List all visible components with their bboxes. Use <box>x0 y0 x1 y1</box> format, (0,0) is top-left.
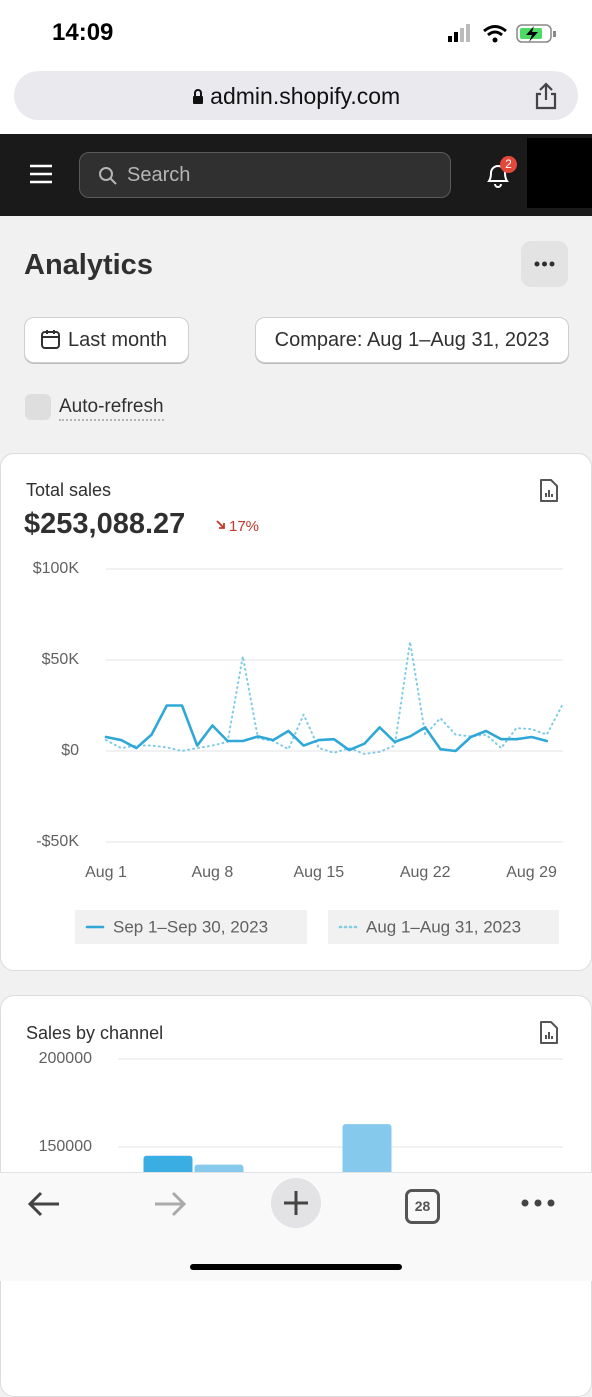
y-tick-label: -$50K <box>36 833 79 850</box>
back-button[interactable] <box>26 1189 62 1219</box>
status-icons <box>448 24 556 43</box>
series-line <box>105 640 563 755</box>
address-bar[interactable]: admin.shopify.com <box>14 71 578 120</box>
y-tick-label: $50K <box>42 651 80 668</box>
lock-icon <box>192 89 203 104</box>
report-icon[interactable] <box>538 479 560 503</box>
card-title: Sales by channel <box>26 1023 164 1043</box>
status-bar: 14:09 <box>0 0 592 64</box>
x-tick-label: Aug 29 <box>506 864 557 881</box>
card-title: Total sales <box>26 480 112 500</box>
legend-box <box>75 910 307 944</box>
bell-icon[interactable] <box>485 162 511 190</box>
auto-refresh-checkbox[interactable] <box>25 394 51 420</box>
y-tick-label: $0 <box>61 742 79 759</box>
tab-count[interactable]: 28 <box>405 1189 440 1224</box>
menu-icon[interactable] <box>30 164 52 184</box>
browser-toolbar: 28 <box>0 1172 592 1281</box>
auto-refresh-label[interactable]: Auto-refresh <box>59 396 164 421</box>
x-tick-label: Aug 22 <box>400 864 451 881</box>
x-tick-label: Aug 8 <box>191 864 233 881</box>
y-tick-label: 150000 <box>39 1138 92 1155</box>
home-indicator <box>190 1264 402 1270</box>
legend-label: Aug 1–Aug 31, 2023 <box>366 917 521 936</box>
more-actions-button[interactable] <box>521 241 568 287</box>
series-line <box>104 704 549 753</box>
legend-label: Sep 1–Sep 30, 2023 <box>113 917 268 936</box>
search-box[interactable]: Search <box>79 152 451 198</box>
x-tick-label: Aug 15 <box>293 864 344 881</box>
y-tick-label: $100K <box>33 560 80 577</box>
search-placeholder: Search <box>127 164 191 186</box>
menu-button[interactable] <box>520 1197 556 1209</box>
clock: 14:09 <box>52 19 114 46</box>
total-sales-card <box>0 453 592 971</box>
store-avatar[interactable] <box>527 138 592 208</box>
charts: -$50K $0 $50K $100K Aug 1 Aug 8 Aug 15 Aug 22 Au… <box>33 560 563 1280</box>
url-text: admin.shopify.com <box>210 83 401 109</box>
calendar-icon <box>41 330 60 349</box>
report-icon[interactable] <box>538 1021 560 1045</box>
change-arrow <box>215 518 227 537</box>
y-tick-label: 200000 <box>39 1050 92 1067</box>
total-value: $253,088.27 <box>24 508 186 540</box>
admin-nav: Search 2 <box>0 134 592 216</box>
legend-box <box>328 910 559 944</box>
page-title: Analytics <box>24 249 153 281</box>
url: admin.shopify.com <box>14 83 578 110</box>
change-value: 17% <box>229 518 260 535</box>
date-range-label: Last month <box>68 329 167 351</box>
new-tab-button[interactable] <box>270 1177 322 1229</box>
x-tick-label: Aug 1 <box>85 864 127 881</box>
search-icon <box>99 167 117 185</box>
notification-badge: 2 <box>500 156 517 173</box>
share-icon[interactable] <box>532 81 560 111</box>
browser-bar: admin.shopify.com <box>0 64 592 134</box>
date-range-button[interactable]: Last month <box>24 317 189 363</box>
dots-icon <box>534 261 555 267</box>
compare-label: Compare: Aug 1–Aug 31, 2023 <box>274 329 550 351</box>
forward-button[interactable] <box>152 1189 188 1219</box>
compare-button[interactable]: Compare: Aug 1–Aug 31, 2023 <box>255 317 569 363</box>
